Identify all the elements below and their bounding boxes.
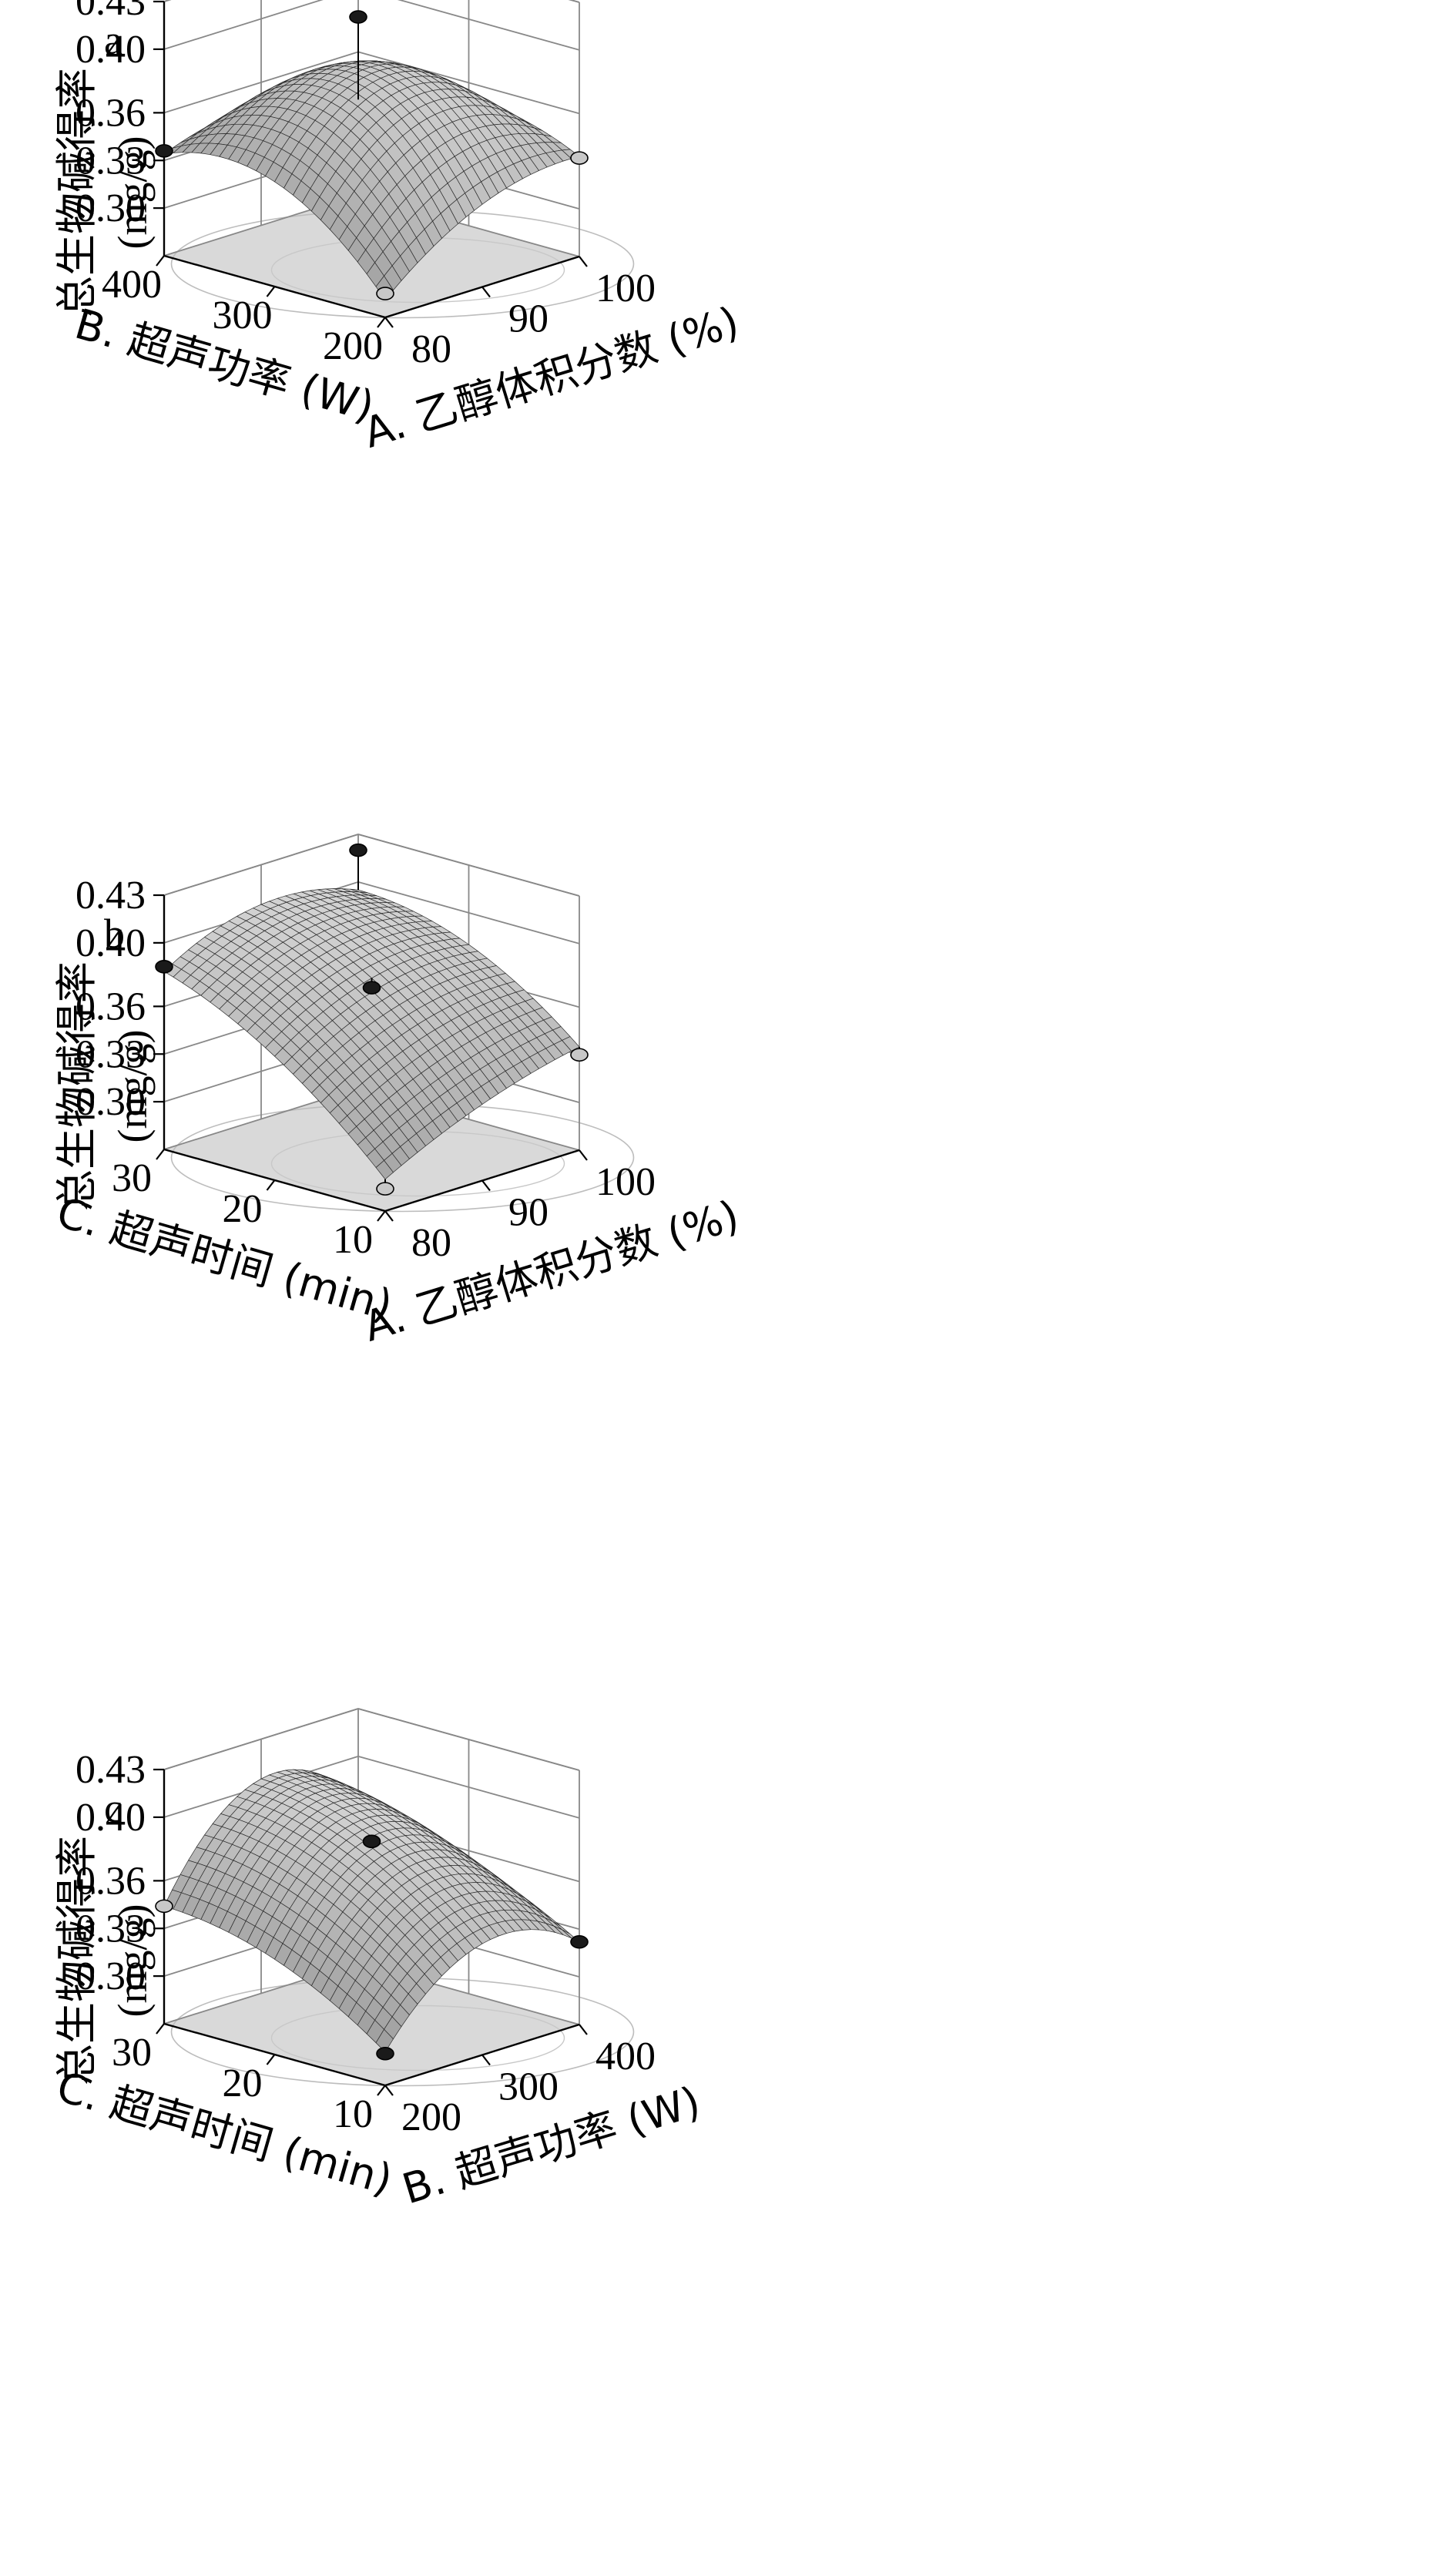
design-point: [376, 287, 394, 300]
response-surface: [163, 60, 580, 300]
z-tick-label: 0.30: [75, 1954, 146, 1998]
y-tick-label: 10: [333, 2092, 373, 2136]
surface-facet: [375, 2028, 394, 2053]
design-point: [376, 1182, 394, 1196]
z-axis-unit: (mg/g): [109, 1030, 156, 1143]
y-tick: [156, 2023, 165, 2035]
y-tick-label: 30: [112, 1156, 152, 1200]
floor-contour: [270, 2004, 565, 2072]
y-tick-label: 20: [223, 1187, 263, 1231]
z-axis-label: 总生物碱得率: [52, 1836, 101, 2085]
z-tick-label: 0.43: [75, 0, 146, 24]
z-axis-title: 总生物碱得率 (mg/g): [52, 961, 156, 1211]
design-point: [362, 1834, 381, 1849]
z-tick-label: 0.40: [75, 1796, 146, 1840]
z-tick-label: 0.43: [75, 1748, 146, 1792]
y-tick: [266, 2054, 276, 2065]
x-tick: [481, 2054, 491, 2066]
response-surface: [163, 1769, 580, 2053]
y-tick: [156, 255, 165, 267]
surface-chart-b: b 0.300.330.36 0.400.43 总生物碱得率 (mg/g) 80 90 100…: [52, 834, 744, 1351]
x-tick-label: 100: [595, 267, 656, 310]
z-tick-label: 0.33: [75, 1907, 146, 1951]
design-point: [570, 1934, 589, 1949]
y-tick: [377, 317, 386, 328]
z-tick-label: 0.30: [75, 1080, 146, 1124]
x-tick: [384, 317, 394, 328]
z-axis-label: 总生物碱得率: [52, 68, 101, 317]
design-point: [155, 960, 173, 974]
design-point: [155, 1899, 173, 1914]
z-tick-label: 0.36: [75, 91, 146, 135]
x-tick: [481, 1179, 491, 1192]
y-tick: [377, 1210, 386, 1222]
y-tick-label: 20: [223, 2062, 263, 2105]
panel-letter: a: [104, 17, 122, 63]
z-axis-title: 总生物碱得率 (mg/g): [52, 1836, 156, 2085]
x-tick-label: 80: [411, 327, 451, 371]
z-tick-label: 0.33: [75, 1032, 146, 1076]
z-axis-label: 总生物碱得率: [52, 961, 101, 1211]
z-tick-label: 0.36: [75, 1859, 146, 1903]
z-tick-label: 0.40: [75, 28, 146, 72]
y-tick: [377, 2085, 386, 2096]
x-axis-label: A. 乙醇体积分数 (%): [358, 1191, 744, 1351]
z-axis-unit: (mg/g): [109, 136, 156, 250]
y-tick: [156, 1149, 165, 1160]
design-point: [570, 151, 589, 165]
y-tick-label: 200: [323, 324, 383, 368]
z-axis-unit: (mg/g): [109, 1904, 156, 2018]
surface-chart-c: c 0.300.330.36 0.400.43 总生物碱得率 (mg/g) 200 300 4…: [52, 1708, 706, 2213]
x-axis-title: A. 乙醇体积分数 (%): [358, 297, 744, 458]
design-point: [349, 10, 367, 24]
x-tick-label: 400: [595, 2035, 656, 2078]
x-tick-label: 200: [401, 2095, 461, 2139]
x-axis-title: A. 乙醇体积分数 (%): [358, 1191, 744, 1351]
design-point: [349, 843, 367, 857]
x-tick: [579, 2024, 588, 2035]
x-tick-label: 100: [595, 1160, 656, 1204]
x-tick: [579, 1149, 588, 1161]
y-tick: [266, 286, 276, 297]
surface-facet: [375, 1159, 394, 1180]
design-point: [362, 981, 381, 995]
y-tick: [266, 1179, 276, 1191]
x-tick-label: 300: [498, 2065, 559, 2109]
panel-letter: b: [104, 911, 125, 957]
design-point: [570, 1048, 589, 1062]
x-tick: [579, 256, 588, 267]
z-tick-label: 0.40: [75, 921, 146, 965]
surface-chart-a: a 0.300.330.36 0.40 0.43 总生物碱得率 (mg/g) 80 90 100…: [52, 0, 744, 458]
z-tick-label: 0.33: [75, 139, 146, 183]
x-tick: [384, 1210, 394, 1222]
z-tick-label: 0.43: [75, 874, 146, 918]
design-point: [155, 144, 173, 158]
x-tick-label: 80: [411, 1221, 451, 1265]
z-axis-title: 总生物碱得率 (mg/g): [52, 68, 156, 317]
y-tick-label: 300: [213, 294, 273, 337]
y-tick-label: 400: [102, 263, 162, 307]
panel-letter: c: [104, 1785, 122, 1831]
x-axis-label: A. 乙醇体积分数 (%): [358, 297, 744, 458]
x-tick: [384, 2085, 394, 2096]
x-tick: [481, 286, 491, 298]
y-tick-label: 30: [112, 2031, 152, 2075]
z-tick-label: 0.36: [75, 985, 146, 1028]
response-surface: [163, 888, 580, 1180]
z-tick-label: 0.30: [75, 186, 146, 230]
design-point: [376, 2046, 394, 2061]
y-tick-label: 10: [333, 1218, 373, 1262]
x-tick-label: 90: [508, 1191, 549, 1235]
x-tick-label: 90: [508, 297, 549, 341]
